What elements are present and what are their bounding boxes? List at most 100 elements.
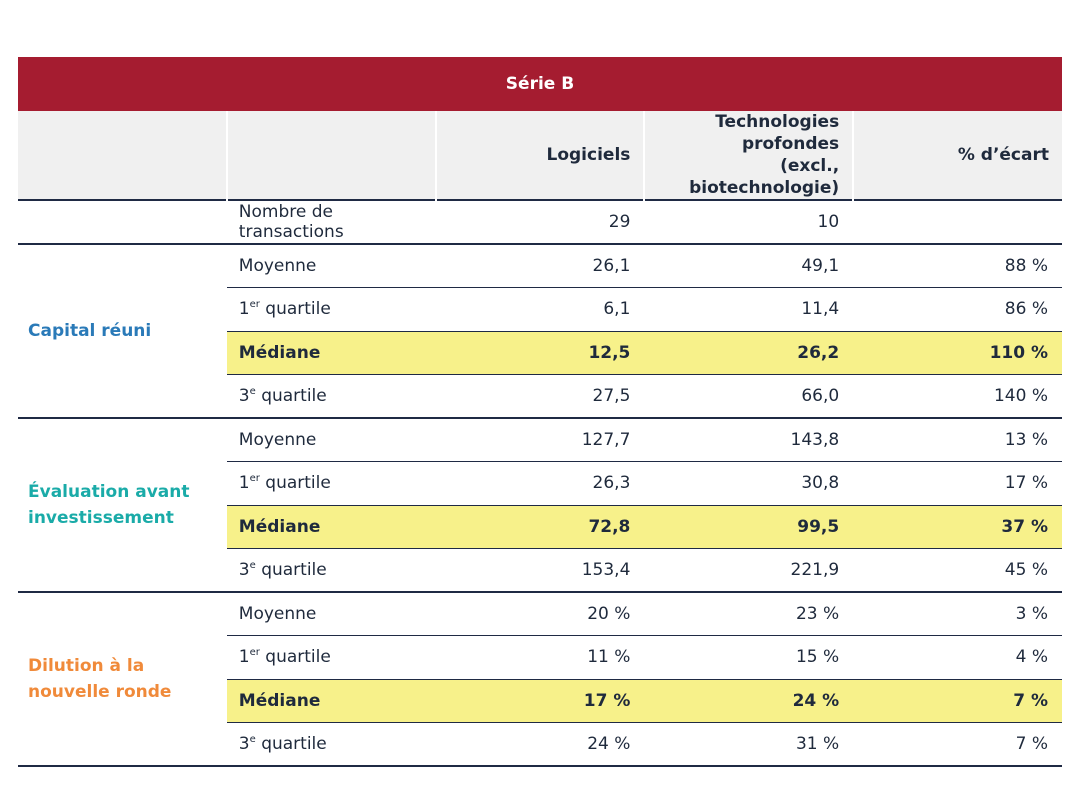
data-row: 3e quartile 24 % 31 % 7 %	[18, 722, 1062, 766]
value-cell: 11,4	[644, 287, 854, 331]
value-cell: 7 %	[853, 678, 1062, 723]
value-cell: 3 %	[853, 591, 1062, 636]
row-label: 3e quartile	[226, 374, 436, 418]
label-superscript: e	[249, 734, 256, 745]
value-cell: 17 %	[853, 461, 1062, 505]
label-number: 1	[238, 299, 250, 320]
value-cell: 110 %	[853, 330, 1062, 375]
value-cell: 10	[817, 212, 840, 232]
row-label: Moyenne	[226, 417, 436, 462]
label-superscript: e	[249, 560, 256, 571]
value-cell: 31 %	[644, 722, 854, 766]
value-cell: 72,8	[435, 504, 645, 549]
title-row: Série B	[18, 57, 1062, 111]
value-cell: 4 %	[853, 635, 1062, 679]
value-cell: 27,5	[435, 374, 645, 418]
value-cell: 26,3	[435, 461, 645, 505]
label-text: quartile	[265, 647, 331, 668]
value-cell: 26,2	[644, 330, 854, 375]
value-cell: 6,1	[435, 287, 645, 331]
label-number: 3	[238, 386, 250, 406]
data-row: Capital réuni Moyenne 26,1 49,1 88 %	[18, 243, 1062, 418]
header-line: (excl., biotechnologie)	[689, 156, 840, 198]
value-cell: 88 %	[853, 243, 1062, 288]
value-cell: 66,0	[644, 374, 854, 418]
value-cell: 29	[608, 212, 631, 232]
data-row: 1er quartile 6,1 11,4 86 %	[18, 287, 1062, 331]
highlight-row: Médiane 72,8 99,5 37 %	[18, 504, 1062, 549]
value-cell: 45 %	[853, 548, 1062, 592]
row-label: 1er quartile	[226, 635, 436, 679]
table-title: Série B	[18, 57, 1062, 111]
column-header: Technologies profondes (excl., biotechnol…	[643, 111, 854, 200]
group-cell	[18, 200, 227, 244]
row-label: Moyenne	[226, 591, 436, 636]
header-row: Logiciels Technologies profondes (excl., b…	[18, 111, 1062, 200]
group-label: Capital réuni	[18, 243, 227, 418]
row-label: Médiane	[226, 504, 436, 549]
value-cell: 49,1	[644, 243, 854, 288]
value-cell: 23 %	[644, 591, 854, 636]
value-cell: 24 %	[644, 678, 854, 723]
value-cell: 221,9	[644, 548, 854, 592]
data-row: Évaluation avant investissement Moyenne 12…	[18, 417, 1062, 592]
label-number: 3	[238, 560, 250, 580]
value-cell: 127,7	[435, 417, 645, 462]
label-number: 1	[238, 647, 250, 668]
row-label: Moyenne	[226, 243, 436, 288]
header-line: Technologies profondes	[715, 112, 840, 154]
row-label: 1er quartile	[226, 461, 436, 505]
label-number: 3	[238, 734, 250, 754]
data-row: 1er quartile 11 % 15 % 4 %	[18, 635, 1062, 679]
row-label: Nombre de transactions	[238, 202, 344, 242]
transactions-row: Nombre de transactions 29 10	[18, 200, 1062, 244]
header-cell	[225, 111, 436, 200]
value-cell: 26,1	[435, 243, 645, 288]
row-label: Médiane	[226, 330, 436, 375]
header-line: Logiciels	[546, 145, 631, 165]
label-number: 1	[238, 473, 250, 494]
highlight-row: Médiane 17 % 24 % 7 %	[18, 678, 1062, 723]
table: Série B Logiciels Technologies profondes (e…	[18, 57, 1062, 767]
label-text: quartile	[265, 299, 331, 320]
value-cell: 99,5	[644, 504, 854, 549]
data-row: Dilution à la nouvelle ronde Moyenne 20 % 2…	[18, 591, 1062, 766]
row-label: Médiane	[226, 678, 436, 723]
group-label: Dilution à la nouvelle ronde	[18, 591, 227, 766]
label-text: quartile	[265, 473, 331, 494]
value-cell: 20 %	[435, 591, 645, 636]
value-cell: 86 %	[853, 287, 1062, 331]
label-superscript: er	[249, 473, 260, 485]
value-cell: 7 %	[853, 722, 1062, 766]
value-cell: 13 %	[853, 417, 1062, 462]
row-label: 3e quartile	[226, 548, 436, 592]
value-cell: 30,8	[644, 461, 854, 505]
value-cell: 140 %	[853, 374, 1062, 418]
data-row: 1er quartile 26,3 30,8 17 %	[18, 461, 1062, 505]
label-superscript: er	[249, 299, 260, 311]
label-text: quartile	[261, 386, 327, 406]
label-superscript: e	[249, 386, 256, 397]
value-cell: 11 %	[435, 635, 645, 679]
value-cell: 12,5	[435, 330, 645, 375]
value-cell: 37 %	[853, 504, 1062, 549]
data-row: 3e quartile 153,4 221,9 45 %	[18, 548, 1062, 592]
value-cell: 17 %	[435, 678, 645, 723]
data-row: 3e quartile 27,5 66,0 140 %	[18, 374, 1062, 418]
value-cell: 143,8	[644, 417, 854, 462]
label-superscript: er	[249, 647, 260, 659]
value-cell	[853, 200, 1062, 244]
value-cell: 15 %	[644, 635, 854, 679]
column-header: % d’écart	[852, 111, 1062, 200]
row-label: 3e quartile	[226, 722, 436, 766]
value-cell: 24 %	[435, 722, 645, 766]
value-cell: 153,4	[435, 548, 645, 592]
header-cell	[18, 111, 227, 200]
label-text: quartile	[261, 734, 327, 754]
column-header: Logiciels	[434, 111, 645, 200]
highlight-row: Médiane 12,5 26,2 110 %	[18, 330, 1062, 375]
group-label: Évaluation avant investissement	[18, 417, 227, 592]
row-label: 1er quartile	[226, 287, 436, 331]
header-line: % d’écart	[957, 145, 1049, 165]
